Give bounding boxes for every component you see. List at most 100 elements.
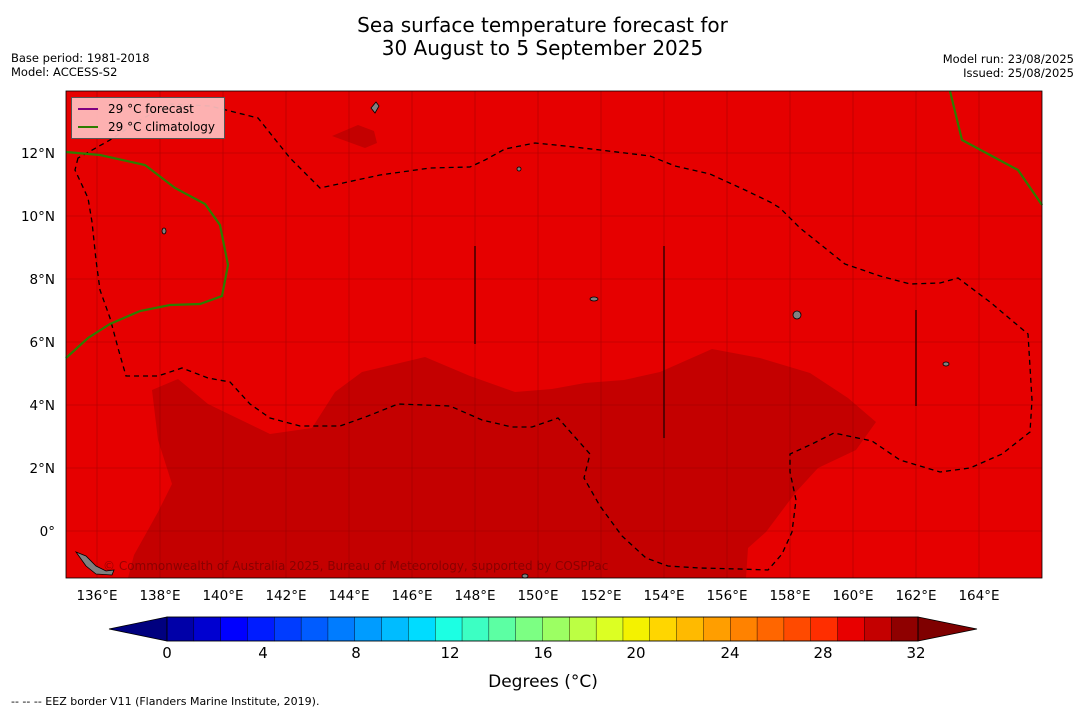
colorbar-tick-label: 12 xyxy=(440,644,459,662)
island-new-guinea xyxy=(74,551,115,576)
colorbar-tick-label: 20 xyxy=(626,644,645,662)
lat-tick-label: 4°N xyxy=(30,398,55,414)
colorbar-cell xyxy=(542,616,570,642)
legend: 29 °C forecast 29 °C climatology xyxy=(71,97,225,139)
colorbar-tick-label: 24 xyxy=(720,644,739,662)
lon-tick-label: 162°E xyxy=(895,588,936,604)
lat-tick-label: 2°N xyxy=(30,461,55,477)
colorbar-label: Degrees (°C) xyxy=(488,672,598,692)
contour-artifacts xyxy=(474,246,917,438)
island-chuuk xyxy=(589,296,599,302)
colorbar-cell xyxy=(703,616,731,642)
lat-tick-label: 10°N xyxy=(21,209,55,225)
title-line-2: 30 August to 5 September 2025 xyxy=(381,36,704,60)
lat-tick-labels: 12°N 10°N 8°N 6°N 4°N 2°N 0° xyxy=(21,146,55,540)
lon-tick-label: 158°E xyxy=(769,588,810,604)
island-guam xyxy=(370,101,380,114)
climatology-swatch xyxy=(78,126,98,128)
colorbar xyxy=(108,616,978,642)
colorbar-cell xyxy=(166,616,195,642)
lon-tick-label: 152°E xyxy=(580,588,621,604)
legend-label-climatology: 29 °C climatology xyxy=(108,120,216,134)
colorbar-cell xyxy=(864,616,892,642)
colorbar-cell xyxy=(649,616,678,642)
climatology-west xyxy=(65,150,230,359)
colorbar-tick-label: 28 xyxy=(813,644,832,662)
climatology-east xyxy=(948,90,1043,206)
colorbar-cell xyxy=(595,616,624,642)
colorbar-tick-label: 8 xyxy=(351,644,361,662)
colorbar-extend-left xyxy=(108,616,168,642)
colorbar-cell xyxy=(569,616,597,642)
colorbar-cells xyxy=(166,616,919,642)
warm-band-region xyxy=(128,349,876,578)
lon-tick-label: 142°E xyxy=(265,588,306,604)
copyright-watermark: © Commonwealth of Australia 2025, Bureau… xyxy=(103,559,609,573)
lon-tick-label: 146°E xyxy=(391,588,432,604)
meta-left: Base period: 1981-2018 Model: ACCESS-S2 xyxy=(11,51,150,79)
lon-tick-label: 138°E xyxy=(139,588,180,604)
colorbar-cell xyxy=(810,616,839,642)
issued-date: Issued: 25/08/2025 xyxy=(963,66,1074,80)
lon-tick-label: 164°E xyxy=(958,588,999,604)
colorbar-frame xyxy=(166,616,919,642)
legend-entry-climatology: 29 °C climatology xyxy=(78,119,215,135)
colorbar-cell xyxy=(381,616,409,642)
colorbar-cell xyxy=(461,616,490,642)
title-line-1: Sea surface temperature forecast for xyxy=(357,13,728,37)
warm-patch-north xyxy=(332,125,377,148)
lon-tick-label: 148°E xyxy=(454,588,495,604)
lon-tick-label: 160°E xyxy=(832,588,873,604)
colorbar-tick-labels: 0 4 8 12 16 20 24 28 32 xyxy=(162,644,925,662)
colorbar-tick-label: 4 xyxy=(258,644,268,662)
island-speck-2 xyxy=(521,573,529,579)
lon-tick-label: 156°E xyxy=(706,588,747,604)
colorbar-cell xyxy=(435,616,463,642)
eez-footnote: -- -- -- EEZ border V11 (Flanders Marine… xyxy=(11,695,320,708)
legend-label-forecast: 29 °C forecast xyxy=(108,102,194,116)
lon-tick-label: 154°E xyxy=(643,588,684,604)
colorbar-cell xyxy=(890,616,919,642)
colorbar-cell xyxy=(354,616,383,642)
colorbar-cell xyxy=(488,616,517,642)
colorbar-cell xyxy=(515,616,543,642)
colorbar-tick-label: 16 xyxy=(533,644,552,662)
island-pohnpei xyxy=(792,310,802,320)
colorbar-cell xyxy=(274,616,302,642)
forecast-swatch xyxy=(78,108,98,110)
base-period: Base period: 1981-2018 xyxy=(11,51,150,65)
colorbar-cell xyxy=(730,616,758,642)
colorbar-cell xyxy=(408,616,436,642)
legend-entry-forecast: 29 °C forecast xyxy=(78,101,194,117)
island-kosrae xyxy=(942,361,950,367)
eez-border xyxy=(74,103,1033,571)
colorbar-tick-label: 32 xyxy=(906,644,925,662)
colorbar-cell xyxy=(247,616,275,642)
colorbar-tick-label: 0 xyxy=(162,644,172,662)
colorbar-cell xyxy=(622,616,651,642)
lat-tick-label: 0° xyxy=(40,524,55,540)
colorbar-cell xyxy=(220,616,248,642)
map-frame xyxy=(65,90,1043,579)
lat-tick-label: 6°N xyxy=(30,335,55,351)
lat-tick-label: 12°N xyxy=(21,146,55,162)
lon-tick-label: 136°E xyxy=(76,588,117,604)
colorbar-cell xyxy=(193,616,222,642)
lon-tick-label: 150°E xyxy=(517,588,558,604)
colorbar-cell xyxy=(300,616,329,642)
island-yap xyxy=(161,227,167,235)
island-speck-1 xyxy=(516,166,522,172)
colorbar-cell xyxy=(783,616,812,642)
colorbar-cell xyxy=(327,616,356,642)
lon-tick-label: 140°E xyxy=(202,588,243,604)
colorbar-cell xyxy=(756,616,785,642)
lon-tick-labels: 136°E 138°E 140°E 142°E 144°E 146°E 148°… xyxy=(76,588,999,604)
colorbar-extend-right xyxy=(917,616,978,642)
lon-tick-label: 144°E xyxy=(328,588,369,604)
islands xyxy=(74,101,950,579)
climatology-contour xyxy=(65,90,1043,359)
model-name: Model: ACCESS-S2 xyxy=(11,65,118,79)
lat-tick-label: 8°N xyxy=(30,272,55,288)
model-run: Model run: 23/08/2025 xyxy=(942,52,1074,66)
